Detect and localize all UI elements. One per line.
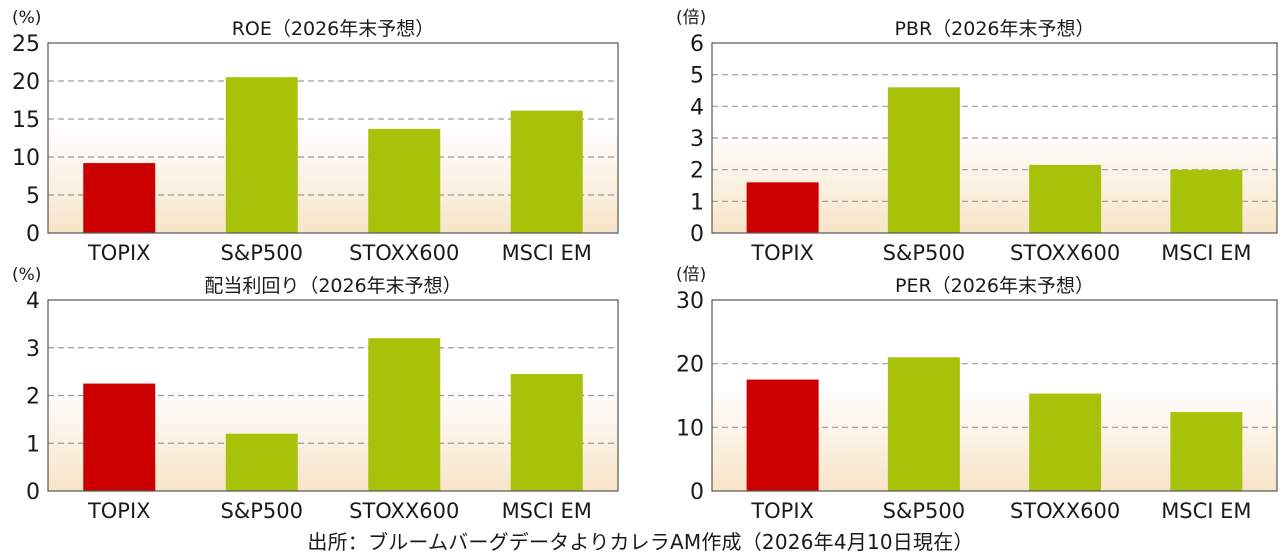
bar-msci-em [1170,169,1243,233]
y-tick-label: 25 [12,32,40,57]
chart-title: PER（2026年末予想） [895,275,1094,297]
y-tick-label: 4 [26,289,40,314]
x-category-label: S&P500 [221,499,303,520]
y-tick-label: 0 [690,222,704,247]
y-tick-label: 2 [690,159,704,184]
chart-pbr: 0 1 2 3 4 5 6 TOPIX S&P500 STOXX600 MSCI EM (倍) PBR（… [676,8,1278,265]
chart-per: 0 10 20 30 TOPIX S&P500 STOXX600 MSCI EM (倍) PER（… [676,265,1278,520]
x-category-label: MSCI EM [1161,499,1251,520]
x-category-label: TOPIX [87,241,151,265]
bar-stoxx600 [368,338,441,491]
x-category-label: STOXX600 [1010,241,1120,265]
x-category-label: STOXX600 [349,499,459,520]
x-category-label: TOPIX [87,499,151,520]
x-category-label: MSCI EM [502,241,592,265]
x-category-label: TOPIX [750,241,814,265]
y-tick-label: 0 [26,480,40,505]
bar-s-p500 [225,77,298,233]
y-tick-label: 0 [26,222,40,247]
bar-stoxx600 [1029,393,1102,491]
y-tick-label: 4 [690,95,704,120]
x-category-label: TOPIX [750,499,814,520]
y-unit-label: (%) [12,265,41,285]
source-note: 出所：ブルームバーグデータよりカレラAM作成（2026年4月10日現在） [307,530,974,554]
plot-frame [47,299,619,492]
y-tick-label: 1 [690,190,704,215]
y-tick-label: 10 [12,146,40,171]
bar-msci-em [510,374,583,491]
y-tick-label: 30 [676,289,704,314]
bar-topix [83,383,156,491]
y-unit-label: (%) [12,8,41,28]
bar-s-p500 [225,433,298,491]
bar-msci-em [1170,412,1243,491]
chart-title: ROE（2026年末予想） [232,18,435,40]
bar-s-p500 [887,357,960,491]
chart-dividend-yield: 0 1 2 3 4 TOPIX S&P500 STOXX600 MSCI EM (%) 配当利回り（… [12,265,619,520]
y-tick-label: 3 [690,127,704,152]
y-unit-label: (倍) [676,8,706,28]
bar-topix [746,182,819,233]
y-tick-label: 20 [12,70,40,95]
x-category-label: S&P500 [883,241,965,265]
chart-title: PBR（2026年末予想） [894,18,1094,40]
plot-frame [47,42,619,234]
bar-s-p500 [887,87,960,233]
y-tick-label: 1 [26,432,40,457]
y-tick-label: 15 [12,108,40,133]
x-category-label: S&P500 [883,499,965,520]
plot-frame [711,299,1278,492]
x-category-label: MSCI EM [502,499,592,520]
y-tick-label: 3 [26,337,40,362]
plot-frame [711,42,1278,234]
bar-topix [746,379,819,491]
bar-stoxx600 [368,128,441,233]
y-tick-label: 5 [26,184,40,209]
chart-roe: 0 5 10 15 20 25 TOPIX S&P500 STOXX600 MSCI EM (%) R… [12,8,619,265]
chart-title: 配当利回り（2026年末予想） [204,275,461,297]
x-category-label: STOXX600 [349,241,459,265]
x-category-label: STOXX600 [1010,499,1120,520]
x-category-label: S&P500 [221,241,303,265]
y-tick-label: 2 [26,385,40,410]
y-tick-label: 20 [676,353,704,378]
bar-stoxx600 [1029,164,1102,233]
y-unit-label: (倍) [676,265,706,285]
y-tick-label: 6 [690,32,704,57]
y-tick-label: 0 [690,480,704,505]
x-category-label: MSCI EM [1161,241,1251,265]
bar-topix [83,163,156,233]
y-tick-label: 5 [690,64,704,89]
bar-msci-em [510,110,583,233]
y-tick-label: 10 [676,416,704,441]
